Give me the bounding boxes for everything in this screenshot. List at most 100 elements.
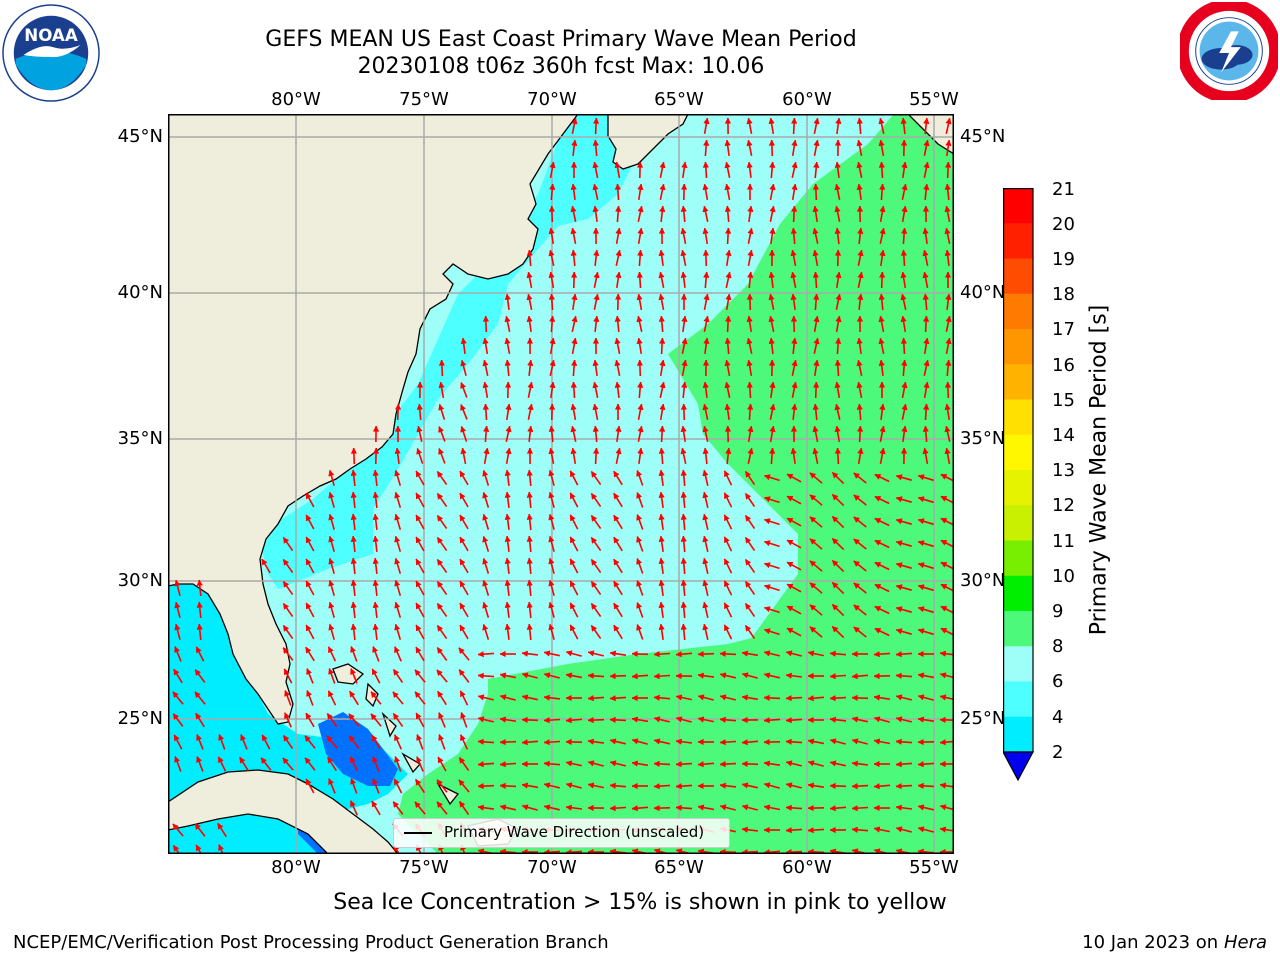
wave-arrow-head [477, 716, 485, 723]
wave-arrow-head [681, 315, 688, 323]
wave-arrow-head [675, 738, 683, 745]
wave-arrow-head [878, 315, 885, 323]
colorbar-tick: 4 [1052, 707, 1064, 728]
wave-arrow-head [282, 757, 289, 765]
wave-arrow-head [526, 447, 534, 454]
wave-arrow-head [768, 315, 775, 323]
wave-arrow-head [438, 733, 445, 741]
wave-arrow-head [857, 227, 864, 234]
wave-arrow-head [895, 474, 903, 481]
wave-arrow-head [745, 492, 752, 500]
wave-arrow-head [548, 249, 555, 257]
wave-arrow-head [874, 628, 882, 634]
land-us [168, 114, 579, 725]
colorbar-bin [1003, 611, 1033, 647]
wave-arrow-head [835, 315, 842, 323]
wave-arrow-head [482, 557, 489, 565]
wave-arrow-head [917, 738, 924, 746]
wave-arrow-head [681, 359, 688, 367]
wave-arrow-head [527, 359, 534, 367]
wave-arrow-head [658, 293, 665, 301]
wave-arrow-head [548, 271, 555, 279]
lon-label-bottom: 75°W [399, 857, 449, 878]
wave-arrow-head [917, 540, 925, 547]
wave-arrow-head [587, 782, 595, 789]
wave-arrow-head [394, 535, 401, 543]
wave-arrow-head [879, 227, 886, 235]
wave-arrow-head [328, 469, 335, 477]
wave-arrow-head [791, 359, 798, 367]
wave-arrow-head [631, 694, 638, 702]
wave-arrow-head [719, 782, 726, 789]
colorbar-bin [1003, 646, 1033, 682]
wave-arrow-head [719, 694, 727, 701]
wave-arrow-head [856, 139, 863, 147]
wave-arrow-head [923, 139, 930, 147]
lat-label-left: 40°N [117, 282, 163, 303]
wave-arrow-head [790, 425, 798, 432]
wave-arrow-head [592, 161, 599, 169]
wave-arrow-head [521, 716, 528, 724]
wave-arrow-head [615, 425, 622, 433]
wave-arrow-head [587, 650, 595, 657]
wave-arrow-head [725, 271, 732, 279]
wave-arrow-head [922, 315, 930, 322]
wave-arrow-head [548, 579, 555, 587]
wave-arrow-head [874, 562, 882, 568]
wave-arrow-head [328, 601, 335, 609]
wave-arrow-head [437, 470, 444, 478]
wave-arrow-head [945, 139, 952, 147]
wave-arrow-head [477, 804, 484, 811]
wave-arrow-head [394, 734, 400, 742]
wave-arrow-head [940, 540, 948, 546]
wave-arrow-head [372, 491, 379, 498]
wave-arrow-head [901, 359, 908, 366]
wave-arrow-head [923, 161, 930, 169]
wave-arrow-head [587, 760, 595, 767]
map-panel [168, 114, 954, 854]
wave-arrow-head [592, 183, 599, 191]
wave-arrow-head [856, 337, 863, 345]
wave-arrow-head [499, 761, 506, 768]
wave-arrow-head [350, 623, 357, 630]
wave-arrow-head [702, 227, 709, 235]
wave-arrow-head [834, 227, 841, 234]
wave-arrow-head [719, 804, 727, 811]
wave-arrow-head [260, 757, 267, 765]
wave-arrow-head [591, 624, 598, 632]
wave-arrow-head [284, 689, 291, 697]
wave-arrow-head [917, 562, 925, 569]
wave-arrow-head [570, 227, 577, 235]
lat-label-right: 45°N [960, 126, 1006, 147]
wave-arrow-head [829, 738, 837, 745]
land-canada [607, 114, 689, 170]
wave-arrow-head [218, 733, 225, 741]
wave-arrow-head [527, 403, 534, 411]
wave-arrow-head [483, 425, 490, 432]
wave-arrow-head [763, 562, 771, 569]
wave-arrow-head [504, 601, 511, 609]
wave-arrow-head [901, 161, 908, 169]
wave-arrow-head [394, 403, 402, 410]
wave-arrow-head [680, 403, 688, 410]
wave-arrow-head [416, 756, 422, 763]
wave-arrow-head [549, 381, 556, 389]
wave-arrow-head [873, 738, 881, 745]
wave-arrow-head [785, 760, 793, 767]
wave-arrow-head [724, 381, 731, 389]
wave-arrow-head [372, 778, 379, 785]
wave-arrow-head [173, 844, 180, 852]
wave-arrow-head [394, 601, 401, 609]
wave-arrow-head [372, 756, 379, 763]
wave-arrow-head [328, 491, 335, 499]
wave-arrow-head [697, 716, 705, 723]
wave-arrow-head [394, 778, 400, 786]
wave-arrow-head [370, 713, 377, 721]
wave-arrow-head [917, 761, 924, 768]
wave-arrow-head [394, 469, 401, 477]
wave-arrow-head [725, 249, 732, 257]
wave-arrow-head [807, 804, 814, 812]
wave-arrow-head [940, 518, 948, 524]
wave-arrow-head [741, 826, 748, 833]
wave-arrow-head [438, 712, 444, 719]
